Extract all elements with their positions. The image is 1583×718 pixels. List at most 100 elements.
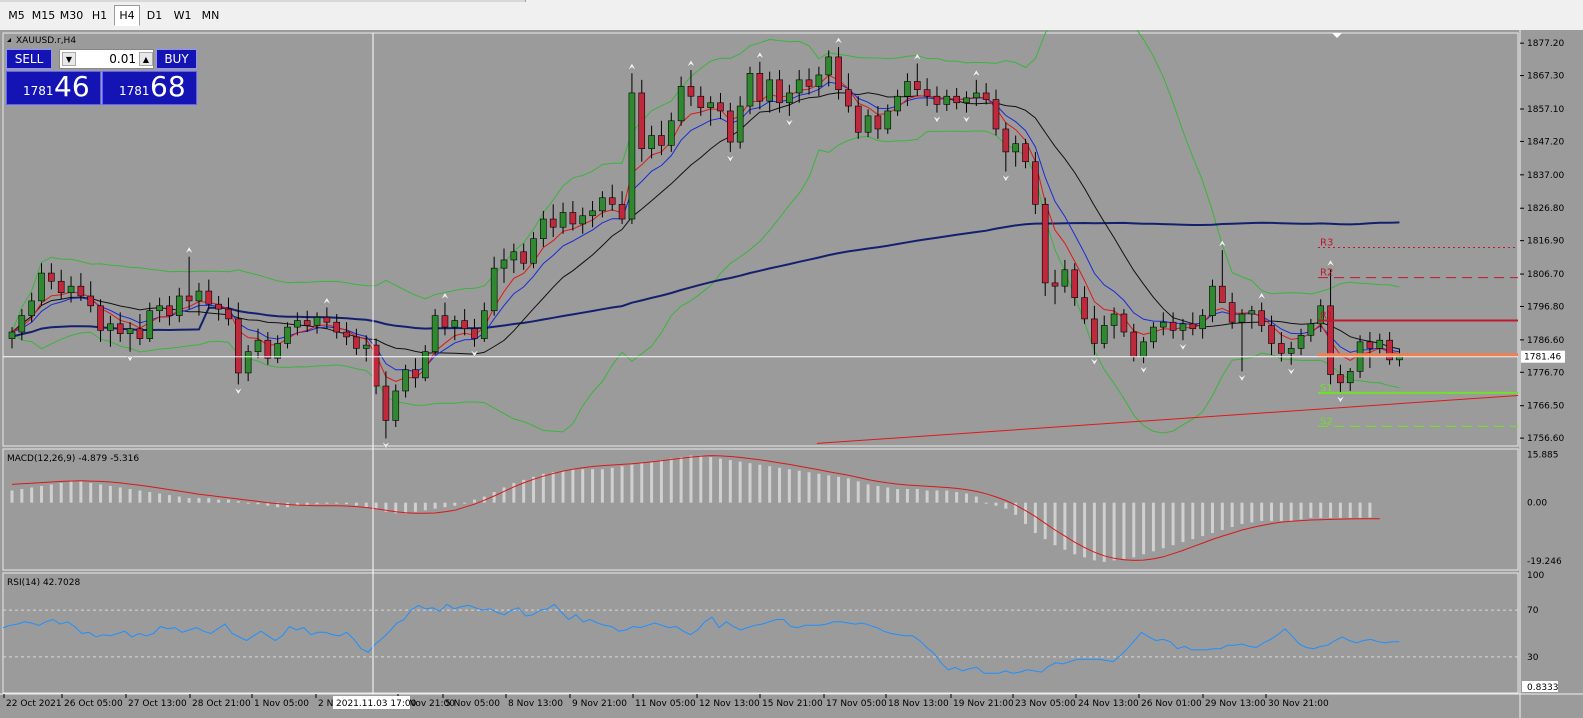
macd-signal-line bbox=[11, 455, 1380, 561]
candle-body bbox=[264, 339, 272, 359]
macd-histogram-bar bbox=[1289, 502, 1293, 521]
lot-size-input[interactable] bbox=[78, 51, 136, 67]
macd-histogram-bar bbox=[1024, 502, 1028, 524]
chart-svg[interactable]: R3 R2 R1 S1 S2 15.885 0.00 -19.246 100 70 30 0.83… bbox=[0, 30, 1583, 718]
candle-body bbox=[1307, 323, 1315, 336]
fractal-down-icon bbox=[1090, 357, 1099, 366]
candle-body bbox=[717, 102, 724, 112]
chart-shift-marker[interactable] bbox=[1332, 33, 1342, 38]
macd-histogram-bar bbox=[394, 502, 398, 514]
candle bbox=[1268, 315, 1275, 355]
buy-price[interactable]: 1781 68 bbox=[102, 70, 197, 105]
candle bbox=[776, 70, 783, 113]
lot-decrease-icon[interactable]: ▼ bbox=[62, 52, 76, 66]
candle bbox=[815, 66, 823, 97]
fractal-down-icon bbox=[726, 154, 735, 163]
candle-body bbox=[77, 285, 85, 297]
candle-body bbox=[845, 89, 852, 107]
candle bbox=[766, 71, 773, 113]
candle-body bbox=[608, 197, 616, 205]
candle-body bbox=[107, 323, 114, 331]
pivot-label-r3: R3 bbox=[1320, 238, 1333, 249]
macd-histogram-bar bbox=[1319, 502, 1323, 518]
symbol-collapse-icon[interactable] bbox=[7, 38, 11, 42]
candle bbox=[1022, 138, 1029, 169]
candle-body bbox=[67, 285, 75, 294]
macd-histogram-bar bbox=[118, 487, 122, 503]
candle-body bbox=[244, 351, 252, 374]
candle bbox=[402, 364, 409, 398]
sell-button[interactable]: SELL bbox=[6, 49, 52, 69]
fractal-down-icon bbox=[1287, 367, 1296, 376]
timeframe-mn[interactable]: MN bbox=[201, 9, 220, 22]
fractal-up-icon bbox=[755, 51, 764, 59]
candle-body bbox=[284, 326, 291, 344]
lot-increase-icon[interactable]: ▲ bbox=[139, 52, 153, 66]
macd-histogram-bar bbox=[345, 502, 349, 505]
macd-histogram-bar bbox=[541, 473, 545, 503]
trendline bbox=[816, 395, 1519, 444]
candle-body bbox=[1258, 310, 1265, 326]
timeframe-d1[interactable]: D1 bbox=[146, 9, 163, 22]
buy-button[interactable]: BUY bbox=[156, 49, 197, 69]
fractal-down-icon bbox=[785, 118, 794, 127]
macd-histogram-bar bbox=[305, 502, 309, 506]
macd-histogram-bar bbox=[1043, 502, 1047, 540]
timeframe-m5[interactable]: M5 bbox=[8, 9, 25, 22]
candle-body bbox=[136, 328, 144, 339]
macd-histogram-bar bbox=[1220, 502, 1224, 531]
candle-body bbox=[727, 110, 734, 143]
macd-histogram-bar bbox=[748, 463, 752, 503]
macd-histogram-bar bbox=[443, 502, 447, 508]
one-click-trading-panel: SELL ▼ ▲ BUY 1781 46 1781 68 bbox=[6, 49, 197, 105]
timeframe-m15[interactable]: M15 bbox=[31, 9, 56, 22]
candle-body bbox=[776, 79, 783, 104]
candle-body bbox=[481, 310, 488, 339]
macd-histogram-bar bbox=[659, 460, 663, 503]
candle-body bbox=[697, 95, 705, 108]
macd-histogram-bar bbox=[128, 488, 132, 503]
candle bbox=[687, 70, 695, 107]
timeframe-h4[interactable]: H4 bbox=[114, 5, 140, 26]
candle-body bbox=[756, 72, 764, 102]
candle-body bbox=[559, 212, 567, 228]
candle bbox=[18, 309, 26, 341]
macd-histogram-bar bbox=[817, 473, 821, 503]
chart-window[interactable]: R3 R2 R1 S1 S2 15.885 0.00 -19.246 100 70 30 0.83… bbox=[0, 30, 1583, 718]
price-axis-area bbox=[1521, 30, 1583, 718]
time-tick-label: 12 Nov 13:00 bbox=[699, 699, 760, 709]
fractal-down-icon bbox=[1178, 343, 1188, 351]
candle bbox=[559, 202, 567, 234]
candle-body bbox=[412, 369, 419, 379]
macd-histogram-bar bbox=[49, 484, 53, 503]
candle bbox=[707, 96, 714, 126]
candle-body bbox=[1327, 305, 1334, 375]
candle bbox=[628, 73, 636, 224]
candle bbox=[235, 302, 242, 385]
ema-mid-line bbox=[11, 81, 1400, 373]
candle-body bbox=[1297, 334, 1305, 349]
candles bbox=[8, 47, 1403, 439]
candle-body bbox=[1219, 285, 1226, 303]
candle-body bbox=[746, 72, 754, 107]
candle bbox=[116, 312, 124, 342]
candle bbox=[540, 210, 547, 247]
candle-body bbox=[707, 102, 714, 108]
macd-histogram-bar bbox=[640, 463, 644, 503]
candle bbox=[579, 207, 587, 234]
candle bbox=[697, 86, 705, 116]
candle bbox=[530, 232, 537, 269]
macd-histogram-bar bbox=[1004, 502, 1008, 509]
macd-histogram-bar bbox=[187, 498, 191, 503]
macd-histogram-bar bbox=[758, 464, 762, 503]
candle bbox=[441, 302, 449, 336]
rsi-tick-label: 100 bbox=[1527, 571, 1544, 581]
timeframe-h1[interactable]: H1 bbox=[91, 9, 108, 22]
timeframe-m30[interactable]: M30 bbox=[59, 9, 84, 22]
timeframe-w1[interactable]: W1 bbox=[173, 9, 192, 22]
candle bbox=[382, 371, 390, 439]
sell-price[interactable]: 1781 46 bbox=[6, 70, 101, 105]
macd-histogram-bar bbox=[1299, 502, 1303, 520]
candle-body bbox=[540, 218, 547, 239]
candle bbox=[225, 297, 232, 326]
